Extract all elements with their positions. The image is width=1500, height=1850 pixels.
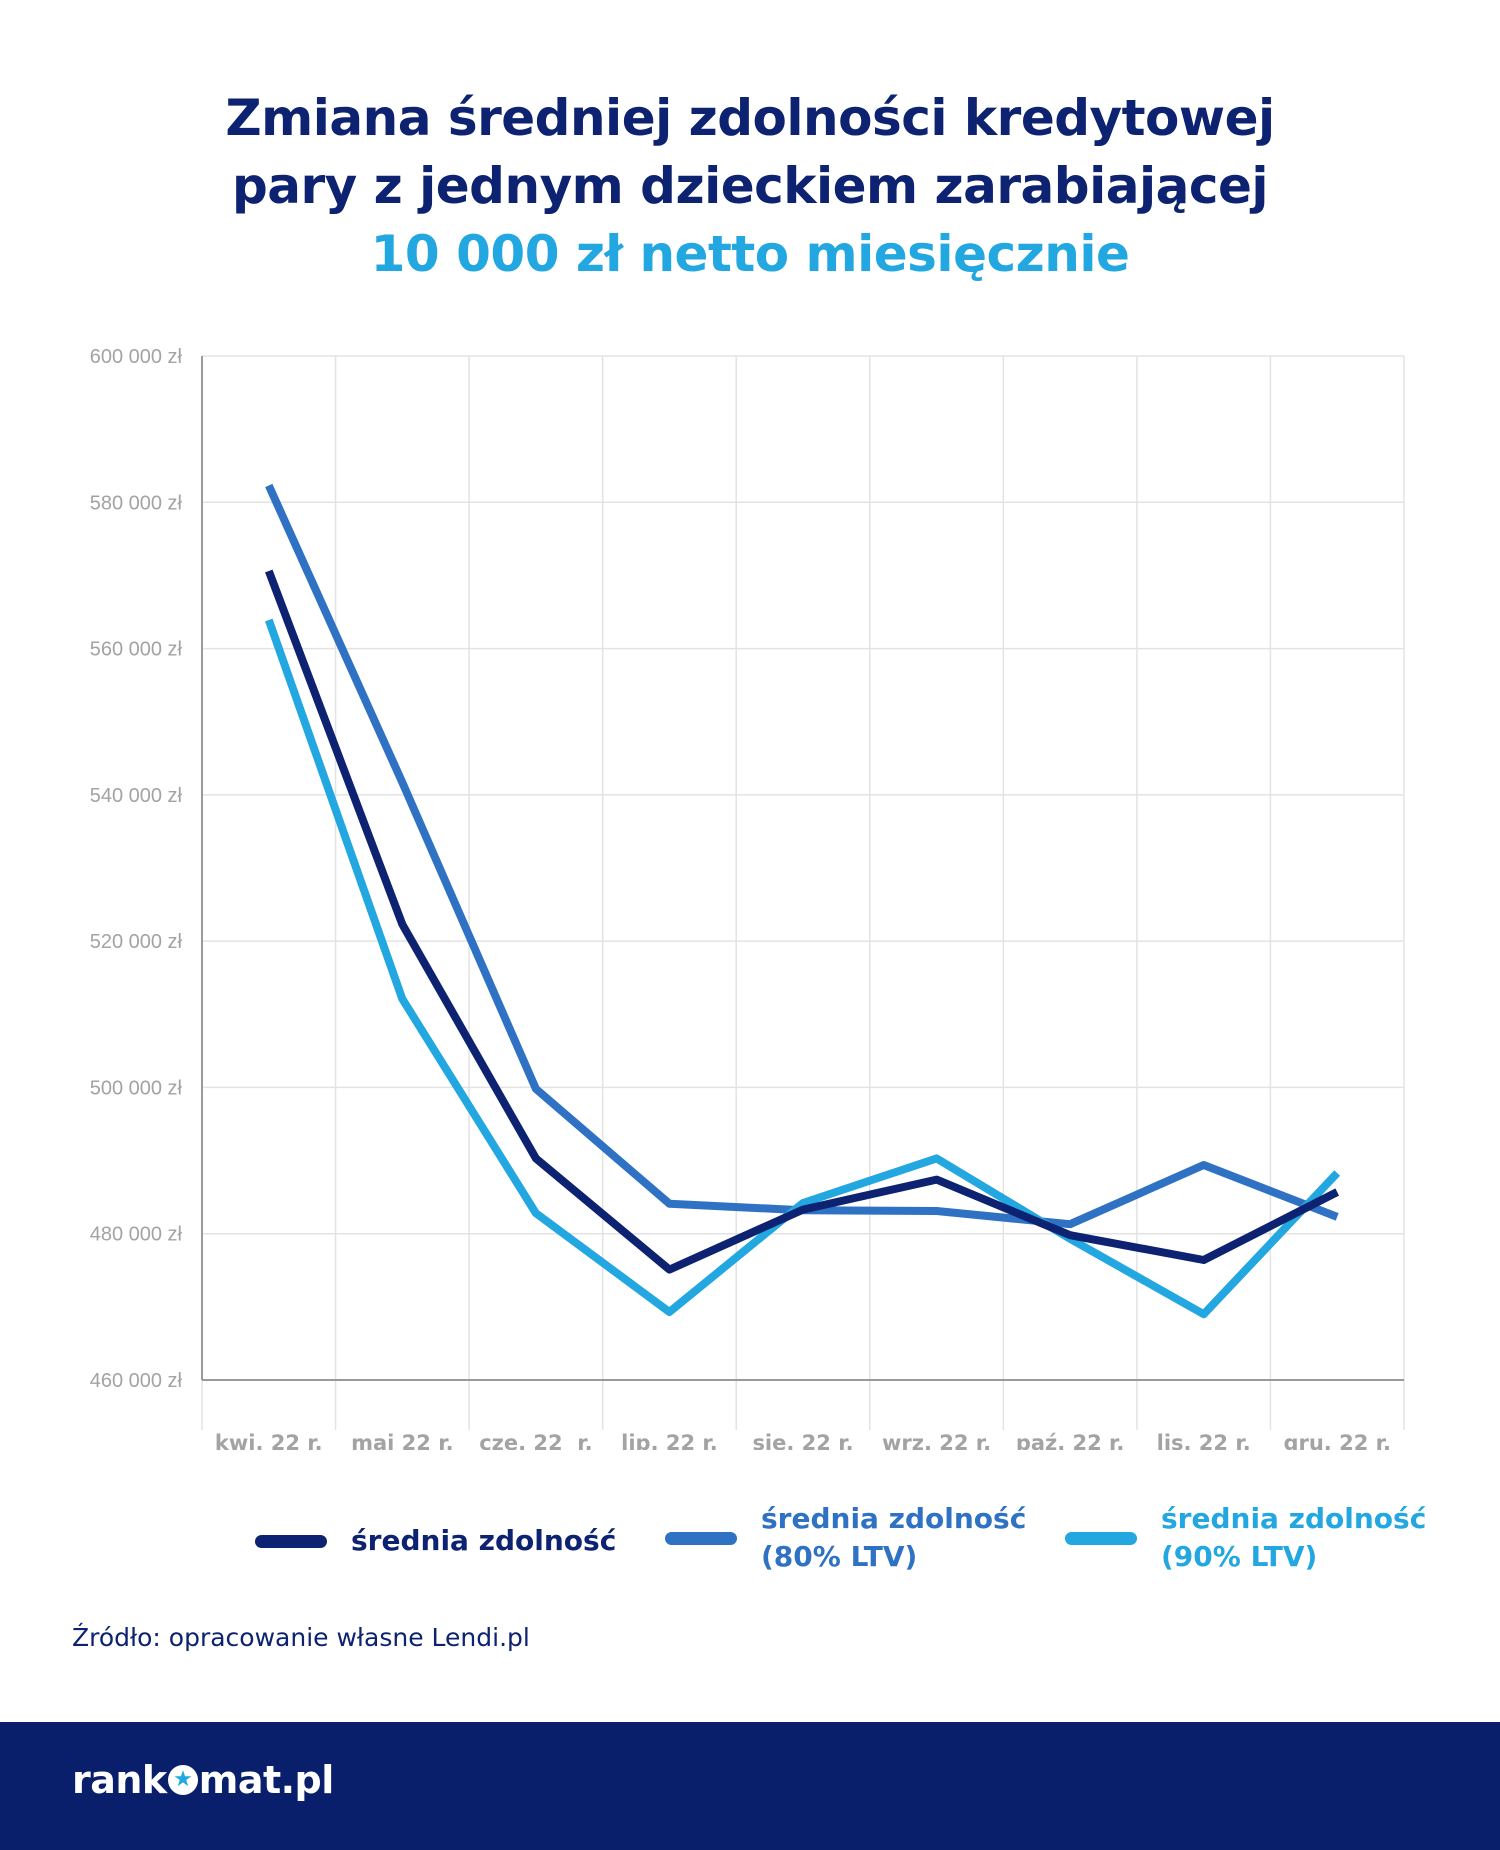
y-tick-label: 560 000 zł xyxy=(90,639,183,661)
y-tick-label: 500 000 zł xyxy=(90,1077,183,1099)
title-line-2: pary z jednym dzieckiem zarabiającej xyxy=(231,157,1269,215)
title-line-3: 10 000 zł netto miesięcznie xyxy=(370,225,1130,283)
legend-label: średnia zdolność (90% LTV) xyxy=(1161,1502,1427,1573)
legend-label: średnia zdolność (80% LTV) xyxy=(761,1502,1027,1573)
source-note: Źródło: opracowanie własne Lendi.pl xyxy=(72,1623,530,1652)
x-tick-label: sie. 22 r. xyxy=(752,1431,853,1450)
x-tick-label: wrz. 22 r. xyxy=(882,1431,991,1450)
legend-item-srednia: średnia zdolność xyxy=(255,1522,631,1560)
y-tick-label: 540 000 zł xyxy=(90,785,183,807)
x-tick-label: lip. 22 r. xyxy=(621,1431,718,1450)
legend: średnia zdolność średnia zdolność (80% L… xyxy=(0,1500,1500,1590)
y-tick-label: 460 000 zł xyxy=(90,1370,183,1392)
x-tick-label: kwi. 22 r. xyxy=(215,1431,323,1450)
x-tick-label: paź. 22 r. xyxy=(1016,1431,1125,1450)
legend-label: średnia zdolność xyxy=(351,1524,617,1557)
series-line-90ltv xyxy=(265,618,1341,1319)
legend-swatch xyxy=(665,1531,737,1545)
logo-text-start: rank xyxy=(72,1758,167,1802)
rankomat-logo[interactable]: rank ★ mat.pl xyxy=(72,1758,334,1802)
title-line-1: Zmiana średniej zdolności kredytowej xyxy=(225,89,1275,147)
x-tick-label: gru. 22 r. xyxy=(1283,1431,1391,1450)
legend-swatch xyxy=(255,1534,327,1548)
chart-title: Zmiana średniej zdolności kredytowej par… xyxy=(0,84,1500,288)
y-tick-label: 600 000 zł xyxy=(90,346,183,368)
x-tick-label: cze. 22 r. xyxy=(479,1431,592,1450)
series-line-80ltv xyxy=(265,483,1339,1229)
star-icon: ★ xyxy=(167,1765,198,1795)
footer-bar: rank ★ mat.pl xyxy=(0,1722,1500,1850)
line-chart: 600 000 zł 580 000 zł 560 000 zł 540 000 zł… xyxy=(90,346,1405,1450)
y-tick-label: 480 000 zł xyxy=(90,1224,183,1246)
y-tick-label: 520 000 zł xyxy=(90,931,183,953)
y-tick-label: 580 000 zł xyxy=(90,492,183,514)
legend-item-90ltv: średnia zdolność (90% LTV) xyxy=(1065,1500,1431,1576)
legend-item-80ltv: średnia zdolność (80% LTV) xyxy=(665,1500,1041,1576)
series-line-srednia xyxy=(265,569,1340,1274)
x-tick-label: maj 22 r. xyxy=(351,1431,453,1450)
x-tick-label: lis. 22 r. xyxy=(1157,1431,1251,1450)
logo-text-end: mat.pl xyxy=(198,1758,335,1802)
legend-swatch xyxy=(1065,1531,1137,1545)
